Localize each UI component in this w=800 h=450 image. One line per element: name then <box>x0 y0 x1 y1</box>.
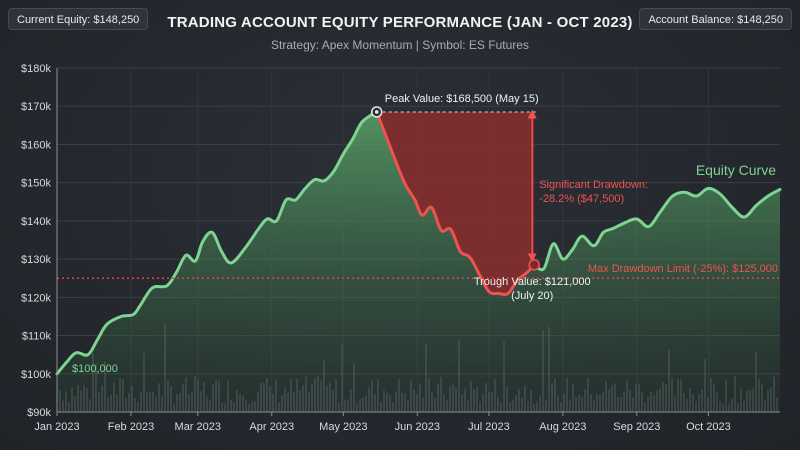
y-tick-label: $140k <box>21 216 51 228</box>
x-tick-label: Aug 2023 <box>539 421 586 433</box>
drawdown-label-line1: Significant Drawdown: <box>539 179 648 191</box>
y-tick-label: $150k <box>21 178 51 190</box>
x-tick-label: Sep 2023 <box>613 421 660 433</box>
chart-title: TRADING ACCOUNT EQUITY PERFORMANCE (JAN … <box>167 14 633 31</box>
y-tick-label: $160k <box>21 139 51 151</box>
trough-label-line2: (July 20) <box>511 290 553 302</box>
x-tick-label: May 2023 <box>319 421 367 433</box>
x-tick-label: Jul 2023 <box>468 421 510 433</box>
equity-line-rise <box>55 110 379 376</box>
equity-lines <box>55 110 782 376</box>
y-tick-label: $90k <box>27 407 51 419</box>
equity-area-fill <box>57 111 780 413</box>
peak-marker-dot <box>374 110 379 114</box>
equity-area <box>57 111 780 413</box>
axes: $90k $100k $110k $120k $130k $140k $150k $160k $… <box>21 63 780 433</box>
series-label: Equity Curve <box>696 162 776 178</box>
start-value-label: $100,000 <box>72 363 118 375</box>
y-tick-label: $170k <box>21 101 51 113</box>
annotations: Max Drawdown Limit (-25%): $125,000 Peak … <box>57 93 780 375</box>
current-equity-badge: Current Equity: $148,250 <box>8 8 149 30</box>
x-tick-label: Feb 2023 <box>108 421 154 433</box>
x-tick-label: Jun 2023 <box>395 421 440 433</box>
drawdown-fill <box>376 112 535 295</box>
peak-label: Peak Value: $168,500 (May 15) <box>385 93 539 105</box>
x-tick-label: Mar 2023 <box>175 421 221 433</box>
x-tick-label: Jan 2023 <box>34 421 79 433</box>
equity-line-recovery <box>532 186 782 272</box>
account-balance-badge: Account Balance: $148,250 <box>639 8 792 30</box>
x-tick-label: Apr 2023 <box>249 421 294 433</box>
trough-marker <box>528 259 540 271</box>
y-tick-label: $100k <box>21 369 51 381</box>
drawdown-line <box>375 110 536 297</box>
y-tick-label: $110k <box>22 331 52 343</box>
drawdown-label-line2: -28.2% ($47,500) <box>539 193 624 205</box>
chart-subtitle: Strategy: Apex Momentum | Symbol: ES Fut… <box>271 38 529 52</box>
trough-label-line1: Trough Value: $121,000 <box>474 276 591 288</box>
x-tick-label: Oct 2023 <box>686 421 731 433</box>
y-tick-label: $130k <box>21 254 51 266</box>
max-drawdown-limit-label: Max Drawdown Limit (-25%): $125,000 <box>588 263 778 275</box>
y-tick-label: $120k <box>21 292 51 304</box>
y-tick-label: $180k <box>21 63 51 75</box>
